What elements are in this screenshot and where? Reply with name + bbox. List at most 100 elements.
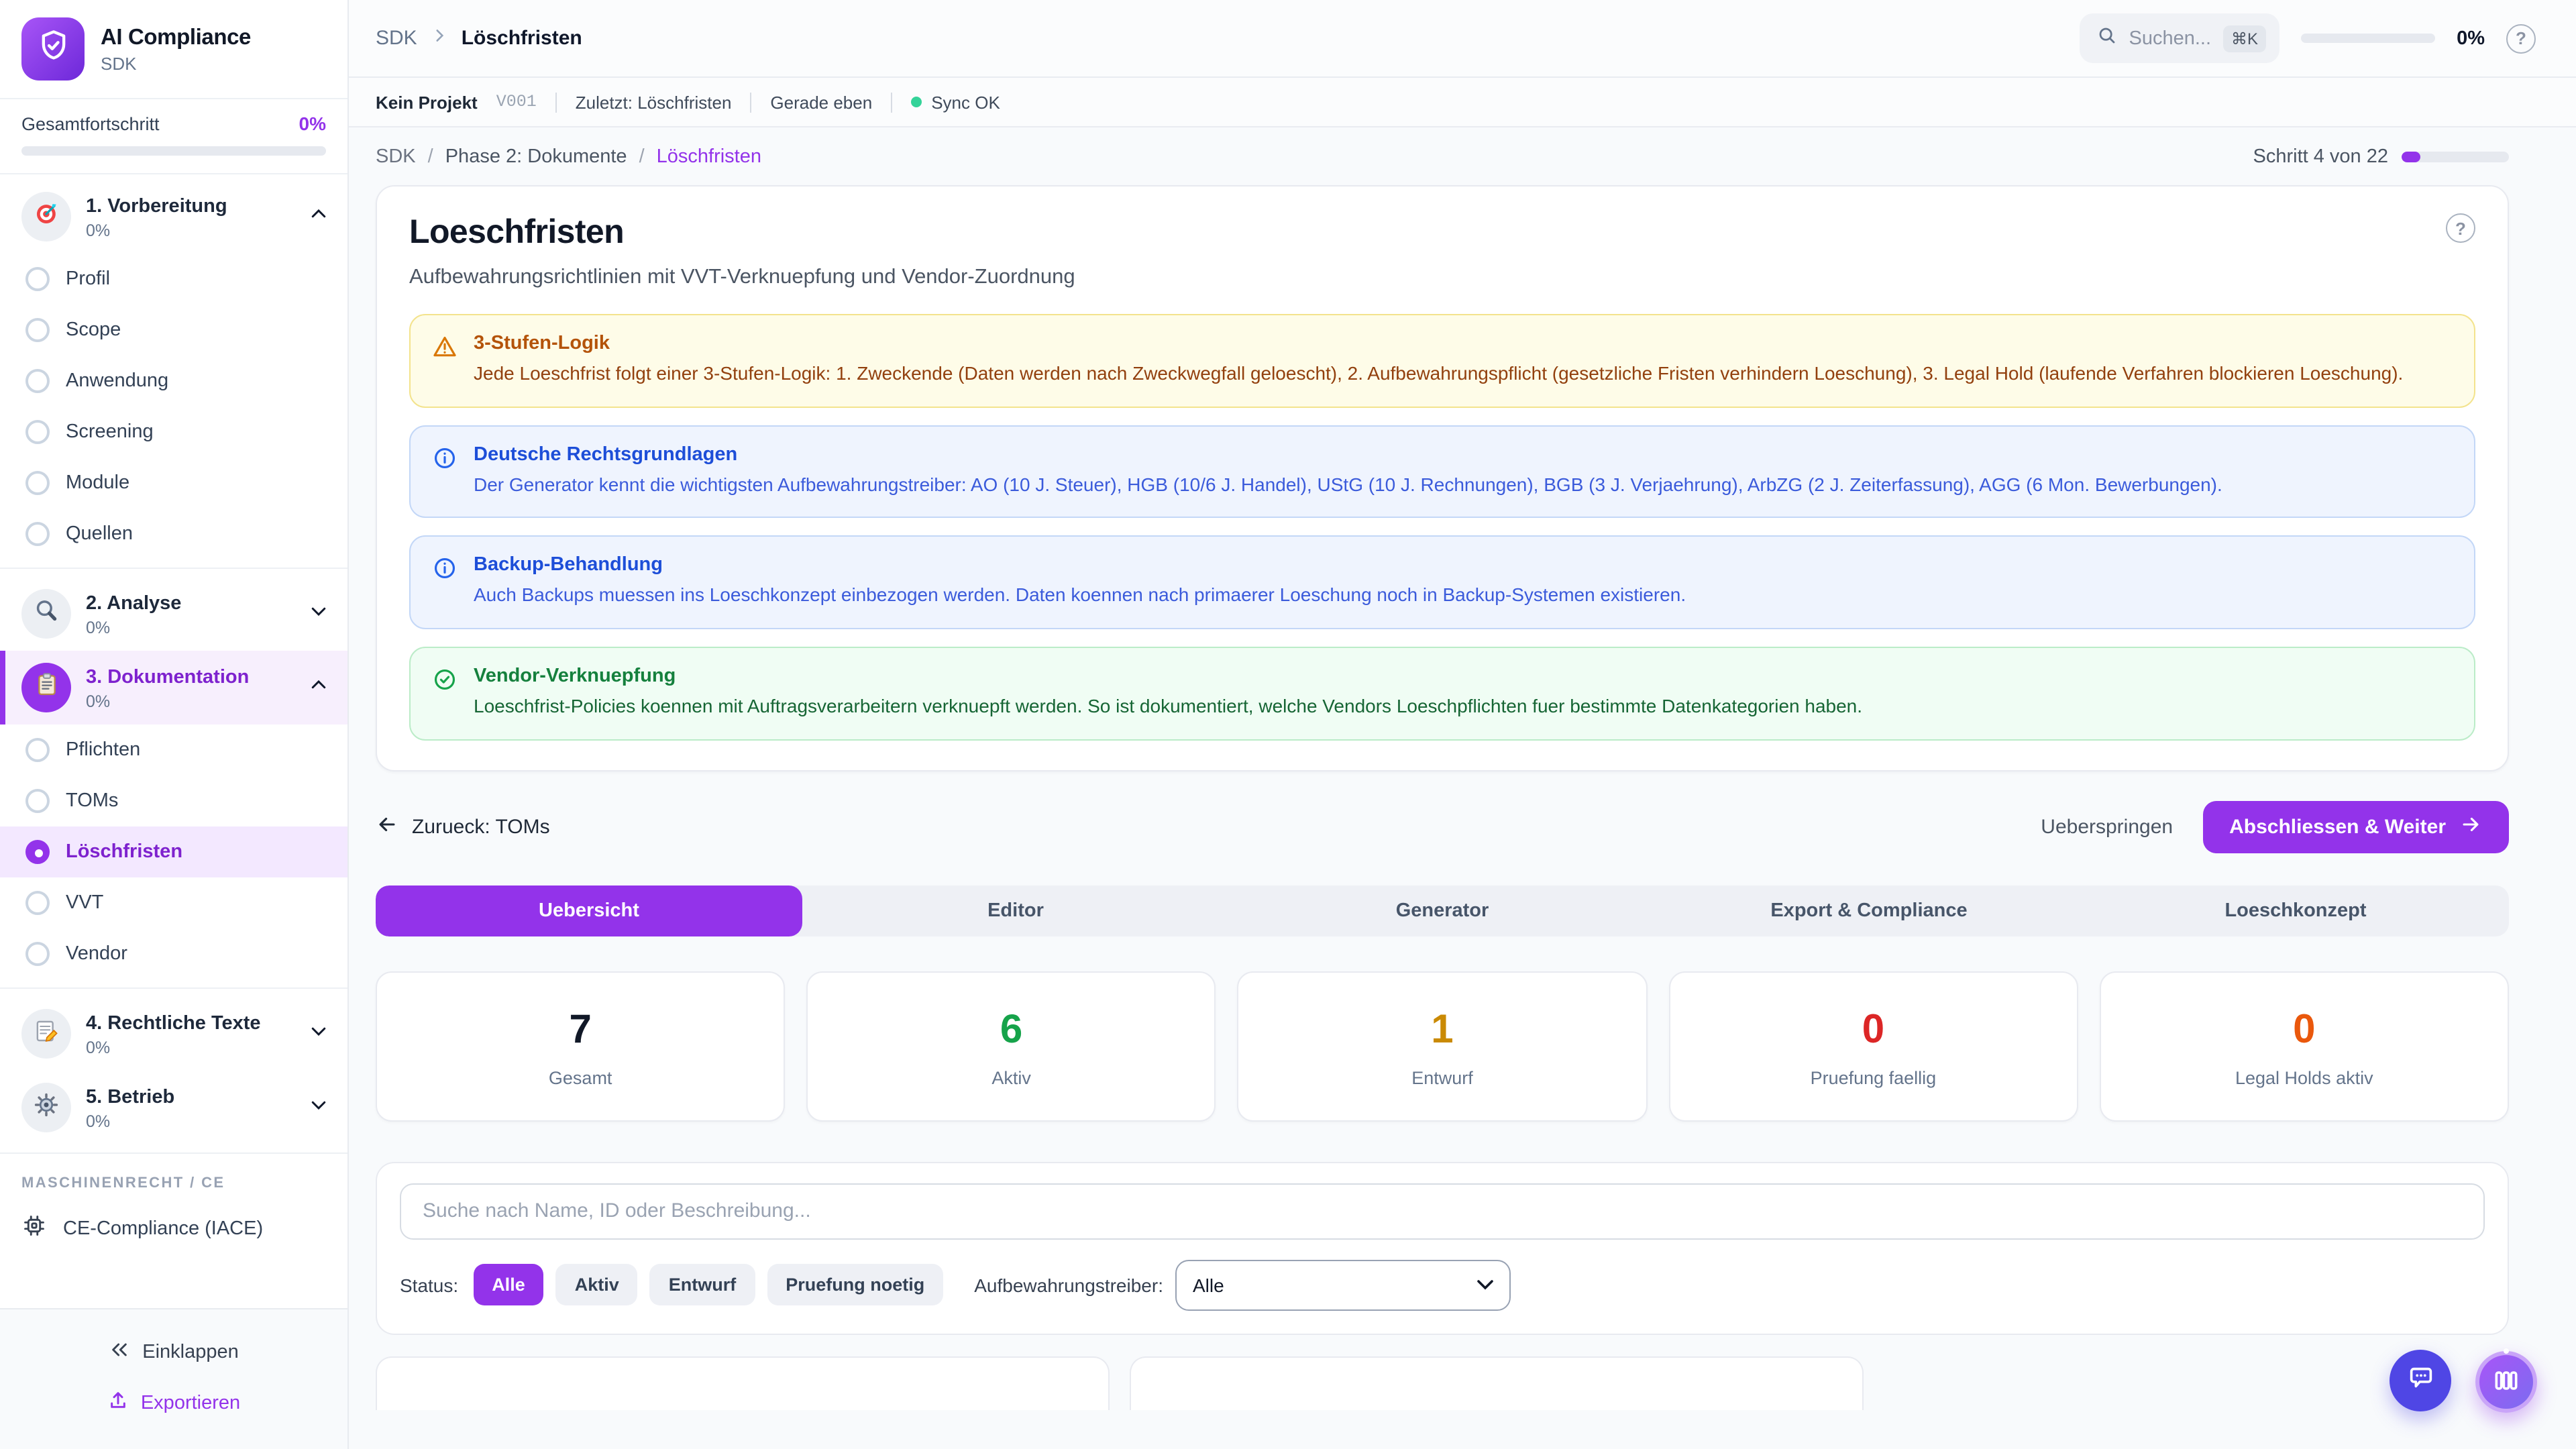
gear-icon xyxy=(32,1090,60,1125)
step-progress: Schritt 4 von 22 xyxy=(2253,146,2509,168)
stat-value: 1 xyxy=(1431,1007,1454,1052)
card-help-icon[interactable]: ? xyxy=(2446,213,2475,243)
policy-card-partial xyxy=(376,1356,1110,1410)
sidebar-section-rechtliche-texte[interactable]: 4. Rechtliche Texte 0% xyxy=(0,997,347,1071)
sidebar-section-betrieb[interactable]: 5. Betrieb 0% xyxy=(0,1071,347,1144)
chat-bubble-icon xyxy=(2405,1363,2436,1398)
topbar-breadcrumb: SDK Löschfristen xyxy=(376,27,582,50)
stat-card-entwurf: 1 Entwurf xyxy=(1237,971,1648,1122)
search-icon xyxy=(2097,25,2117,52)
stat-label: Legal Holds aktiv xyxy=(2235,1067,2373,1088)
stat-value: 0 xyxy=(2293,1007,2316,1052)
arrow-left-icon xyxy=(376,813,398,841)
project-name: Kein Projekt xyxy=(376,92,478,112)
retention-driver-select[interactable]: Alle xyxy=(1175,1259,1511,1311)
machine-law-group-label: MASCHINENRECHT / CE xyxy=(21,1175,225,1191)
breadcrumb-phase[interactable]: Phase 2: Dokumente xyxy=(445,146,627,168)
sidebar-item-toms[interactable]: TOMs xyxy=(0,775,347,826)
divider xyxy=(0,1152,347,1154)
memo-icon xyxy=(32,1016,60,1051)
status-filter-alle[interactable]: Alle xyxy=(473,1264,544,1306)
version-badge: V001 xyxy=(496,93,537,111)
notice-success-vendor: Vendor-Verknuepfung Loeschfrist-Policies… xyxy=(409,647,2475,741)
step-circle-icon xyxy=(25,420,50,444)
status-filter-aktiv[interactable]: Aktiv xyxy=(555,1264,638,1306)
back-button[interactable]: Zurueck: TOMs xyxy=(376,813,550,841)
status-filter-pruefung-noetig[interactable]: Pruefung noetig xyxy=(767,1264,944,1306)
sidebar-item-module[interactable]: Module xyxy=(0,458,347,508)
page-subtitle: Aufbewahrungsrichtlinien mit VVT-Verknue… xyxy=(409,266,1075,288)
section-percent: 0% xyxy=(86,692,111,710)
cpu-chip-icon xyxy=(21,1213,47,1245)
stat-label: Entwurf xyxy=(1411,1067,1473,1088)
overall-progress-label: Gesamtfortschritt xyxy=(21,113,160,133)
tab-editor[interactable]: Editor xyxy=(802,885,1229,936)
step-circle-icon xyxy=(25,789,50,813)
sidebar-item-loeschfristen[interactable]: Löschfristen xyxy=(0,826,347,877)
stat-label: Gesamt xyxy=(548,1067,612,1088)
notice-title: Backup-Behandlung xyxy=(474,554,663,576)
stat-card-pruefung-faellig: 0 Pruefung faellig xyxy=(1668,971,2078,1122)
page-title: Loeschfristen xyxy=(409,213,625,251)
sidebar-section-dokumentation[interactable]: 3. Dokumentation 0% xyxy=(0,651,347,724)
step-circle-icon xyxy=(25,891,50,915)
step-circle-icon xyxy=(25,738,50,762)
statusbar: Kein Projekt V001 Zuletzt: Löschfristen … xyxy=(349,78,2576,127)
stats-row: 7 Gesamt 6 Aktiv 1 Entwurf 0 Pruefung fa… xyxy=(376,971,2509,1122)
section-title: 4. Rechtliche Texte xyxy=(86,1012,261,1034)
collapse-sidebar-button[interactable]: Einklappen xyxy=(0,1327,347,1378)
app-title: AI Compliance xyxy=(101,25,252,49)
notice-title: Deutsche Rechtsgrundlagen xyxy=(474,443,738,466)
tab-generator[interactable]: Generator xyxy=(1229,885,1656,936)
stat-value: 0 xyxy=(1862,1007,1885,1052)
notice-warning-3-stufen-logik: 3-Stufen-Logik Jede Loeschfrist folgt ei… xyxy=(409,314,2475,408)
section-title: 1. Vorbereitung xyxy=(86,195,227,217)
help-icon[interactable]: ? xyxy=(2506,23,2536,53)
skip-button[interactable]: Ueberspringen xyxy=(2041,815,2174,839)
notice-info-rechtsgrundlagen: Deutsche Rechtsgrundlagen Der Generator … xyxy=(409,425,2475,519)
chevron-right-icon xyxy=(431,27,448,50)
topbar-progress-value: 0% xyxy=(2457,28,2485,49)
sidebar-item-profil[interactable]: Profil xyxy=(0,254,347,305)
sidebar-item-screening[interactable]: Screening xyxy=(0,407,347,458)
stat-label: Pruefung faellig xyxy=(1810,1067,1937,1088)
panels-toggle-button[interactable] xyxy=(2475,1351,2537,1413)
sidebar-section-analyse[interactable]: 2. Analyse 0% xyxy=(0,577,347,651)
sidebar-item-pflichten[interactable]: Pflichten xyxy=(0,724,347,775)
divider xyxy=(891,92,893,112)
status-filter-entwurf[interactable]: Entwurf xyxy=(649,1264,755,1306)
status-filter-label: Status: xyxy=(400,1274,459,1296)
chat-assistant-button[interactable] xyxy=(2390,1350,2451,1411)
overall-progress-value: 0% xyxy=(299,113,326,134)
sidebar-item-vvt[interactable]: VVT xyxy=(0,877,347,928)
tab-loeschkonzept[interactable]: Loeschkonzept xyxy=(2082,885,2509,936)
stat-card-gesamt: 7 Gesamt xyxy=(376,971,786,1122)
sidebar-item-scope[interactable]: Scope xyxy=(0,305,347,356)
stat-value: 6 xyxy=(1000,1007,1023,1052)
global-search-button[interactable]: Suchen... ⌘K xyxy=(2079,13,2280,63)
sidebar-item-vendor[interactable]: Vendor xyxy=(0,928,347,979)
policy-search-input[interactable] xyxy=(400,1183,2485,1240)
sidebar-item-anwendung[interactable]: Anwendung xyxy=(0,356,347,407)
sidebar-item-ce-compliance[interactable]: CE-Compliance (IACE) xyxy=(0,1199,347,1258)
divider xyxy=(0,568,347,569)
sidebar-section-vorbereitung[interactable]: 1. Vorbereitung 0% xyxy=(0,180,347,254)
sidebar-header: AI Compliance SDK xyxy=(0,0,347,99)
breadcrumb-sdk[interactable]: SDK xyxy=(376,146,416,168)
check-circle-icon xyxy=(432,667,458,699)
notice-title: Vendor-Verknuepfung xyxy=(474,665,676,688)
app-logo xyxy=(21,17,85,80)
tab-uebersicht[interactable]: Uebersicht xyxy=(376,885,802,936)
divider xyxy=(750,92,752,112)
stat-value: 7 xyxy=(569,1007,592,1052)
page-breadcrumb: SDK / Phase 2: Dokumente / Löschfristen xyxy=(376,146,761,168)
magnifier-icon xyxy=(32,596,60,631)
breadcrumb-root[interactable]: SDK xyxy=(376,27,417,50)
export-button[interactable]: Exportieren xyxy=(0,1378,347,1429)
stat-label: Aktiv xyxy=(991,1067,1031,1088)
tab-export-compliance[interactable]: Export & Compliance xyxy=(1656,885,2082,936)
complete-next-button[interactable]: Abschliessen & Weiter xyxy=(2202,800,2509,853)
policy-card-partial xyxy=(1130,1356,1864,1410)
sidebar-item-quellen[interactable]: Quellen xyxy=(0,508,347,559)
